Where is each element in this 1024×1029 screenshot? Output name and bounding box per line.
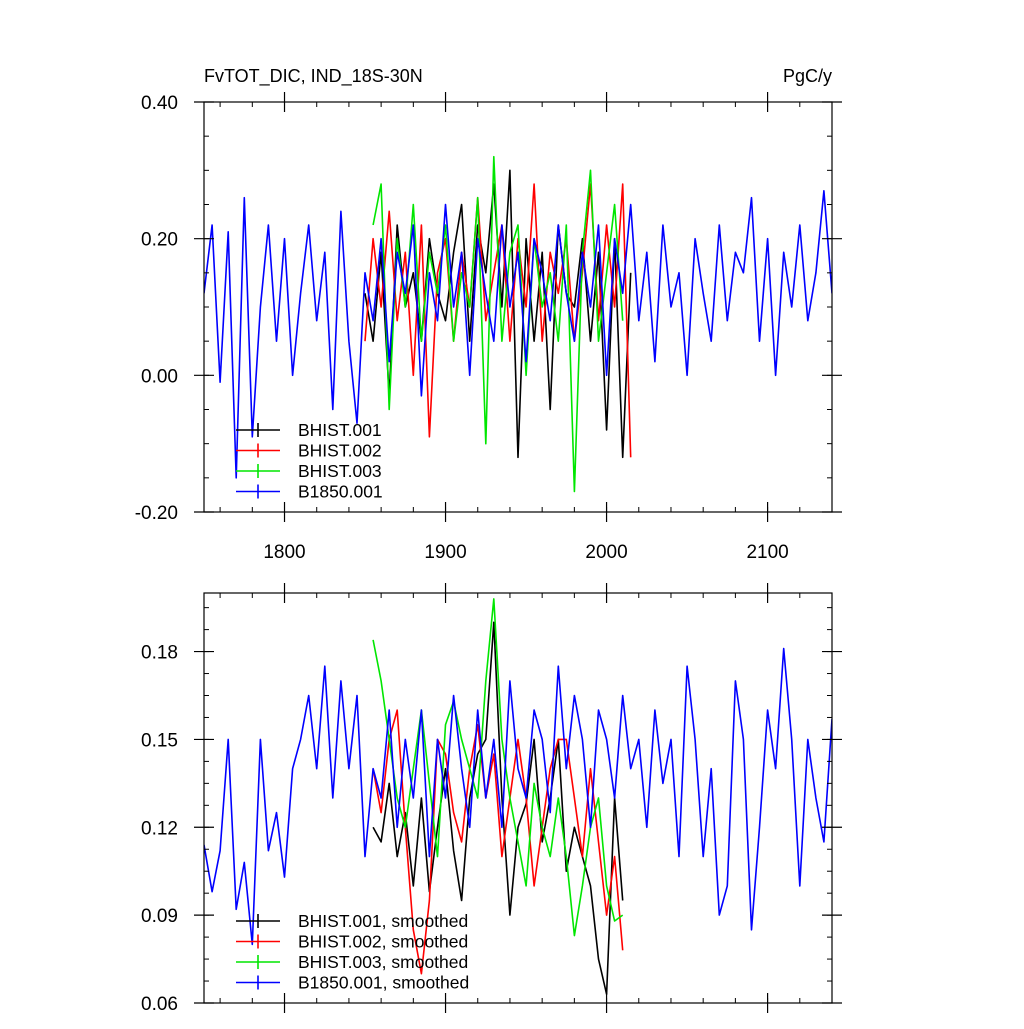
panel1-series-line-3 — [372, 155, 624, 493]
panel1-x-tick-label: 2100 — [746, 542, 788, 563]
panel1-series-line-2 — [364, 183, 632, 458]
panel2-y-tick-label: 0.15 — [141, 730, 178, 751]
panel2-y-tick-label: 0.18 — [141, 643, 178, 664]
panel1-x-tick-label: 1800 — [263, 542, 305, 563]
panel1-series-line-4 — [204, 190, 832, 479]
panel2-legend-label-3: BHIST.003, smoothed — [298, 952, 468, 972]
panel2-series-line-2 — [372, 709, 624, 975]
panel1-y-tick-label: 0.20 — [141, 230, 178, 251]
panel2-legend-label-2: BHIST.002, smoothed — [298, 932, 468, 952]
panel1-legend-label-2: BHIST.002 — [298, 441, 382, 461]
panel1-x-tick-label: 1900 — [424, 542, 466, 563]
panel2-legend-label-1: BHIST.001, smoothed — [298, 911, 468, 931]
panel2-y-tick-label: 0.09 — [141, 906, 178, 927]
panel1-x-tick-label: 2000 — [585, 542, 627, 563]
panel1-y-tick-label: 0.40 — [141, 93, 178, 114]
panel2-y-tick-label: 0.12 — [141, 818, 178, 839]
panel1-y-tick-label: -0.20 — [135, 503, 178, 524]
panel1-series-line-1 — [364, 169, 632, 459]
panel1-legend-label-1: BHIST.001 — [298, 420, 382, 440]
panel2-series-line-3 — [372, 598, 624, 937]
panel-top-units: PgC/y — [783, 66, 832, 86]
panel-top: FvTOT_DIC, IND_18S-30N PgC/y 1800 1900 200… — [135, 66, 842, 563]
panel2-plot-frame — [203, 592, 833, 1004]
panel1-legend-label-3: BHIST.003 — [298, 461, 382, 481]
panel2-series-line-4 — [204, 647, 832, 946]
panel2-legend-label-4: B1850.001, smoothed — [298, 973, 469, 993]
panel1-y-tick-label: 0.00 — [141, 366, 178, 387]
panel2-y-tick-label: 0.06 — [141, 994, 178, 1015]
panel1-legend-label-4: B1850.001 — [298, 482, 383, 502]
panel-top-title: FvTOT_DIC, IND_18S-30N — [204, 66, 423, 87]
